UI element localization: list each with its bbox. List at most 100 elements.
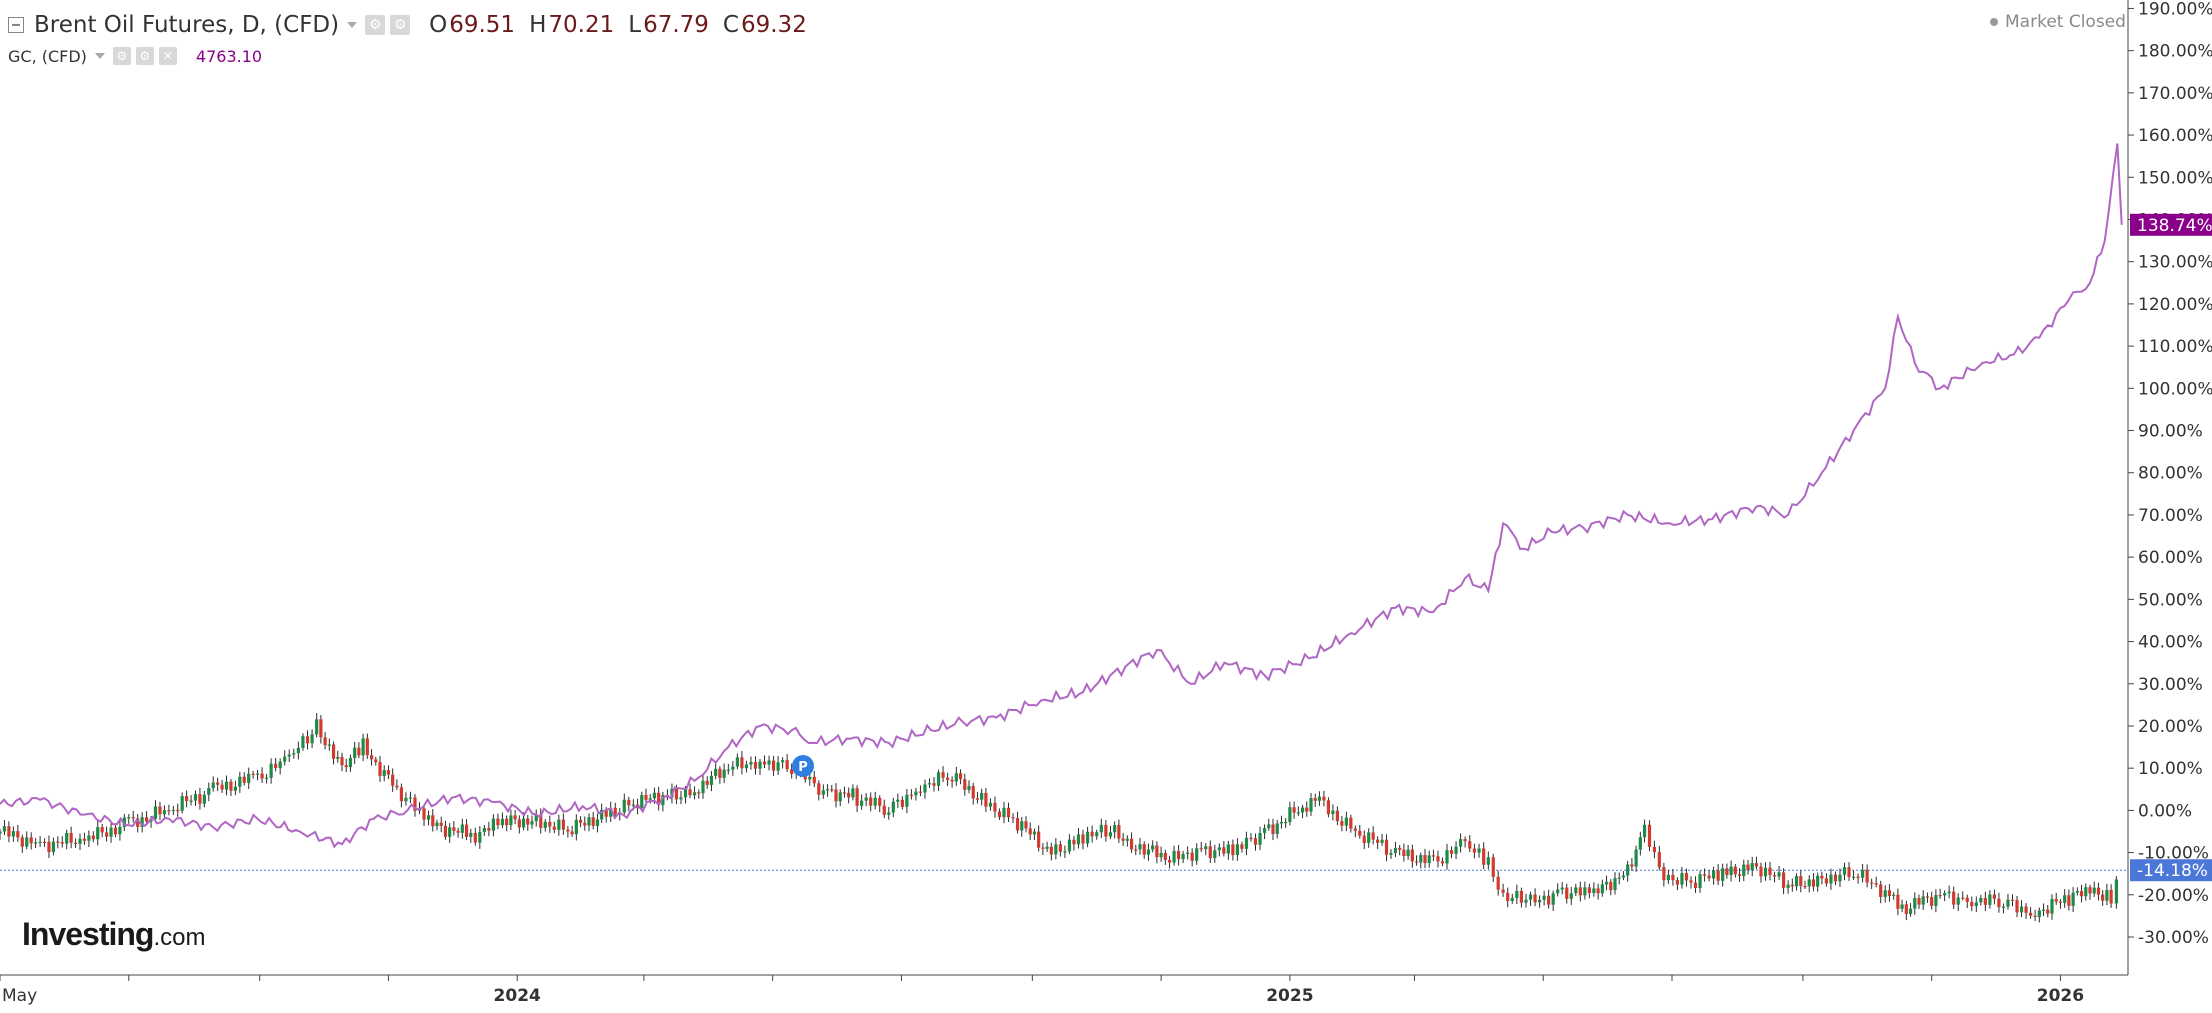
y-tick-label: 70.00% (2138, 506, 2203, 526)
candle-body (627, 799, 631, 806)
x-tick-label: 2025 (1266, 986, 1313, 1006)
candle-body (1054, 844, 1058, 855)
candle-body (1208, 846, 1212, 859)
candle-body (487, 828, 491, 831)
candle-body (1491, 857, 1495, 877)
candle-body (878, 797, 882, 806)
y-tick-label: 190.00% (2138, 0, 2212, 19)
candle-body (984, 792, 988, 807)
oil-last-badge-label: -14.18% (2137, 861, 2208, 881)
candle-body (1006, 807, 1011, 818)
candle-body (361, 738, 365, 756)
candle-body (1729, 866, 1733, 876)
settings-icon[interactable]: ⚙ (135, 47, 154, 65)
candle-body (1024, 821, 1028, 829)
candle-body (1842, 867, 1847, 875)
candle-body (1707, 875, 1711, 879)
candle-body (758, 761, 762, 769)
candle-body (838, 792, 842, 802)
candle-body (2084, 887, 2088, 897)
y-tick-label: -20.00% (2138, 886, 2209, 906)
candle-body (456, 830, 460, 833)
y-tick-label: 20.00% (2138, 717, 2203, 737)
candle-body (945, 777, 950, 780)
candle-body (47, 841, 51, 853)
candle-body (2071, 892, 2075, 906)
candle-body (1090, 831, 1094, 837)
candle-body (229, 781, 233, 791)
candle-body (1604, 881, 1609, 885)
candle-body (220, 784, 224, 790)
chevron-down-icon[interactable] (347, 22, 358, 28)
settings-icon[interactable]: ⚙ (390, 15, 411, 35)
candle-body (408, 797, 413, 799)
candle-body (269, 763, 273, 778)
candle-body (1380, 839, 1384, 843)
candle-body (296, 747, 300, 754)
candle-body (1551, 893, 1555, 905)
open-label: O (429, 12, 448, 38)
candle-body (1811, 879, 1816, 887)
candle-body (1847, 867, 1851, 877)
candle-body (1750, 863, 1754, 871)
candle-body (1344, 817, 1348, 826)
candle-body (1617, 877, 1621, 879)
candle-body (1925, 896, 1930, 898)
candle-body (1560, 887, 1564, 890)
candle-body (762, 761, 767, 765)
market-status-text: Market Closed (2005, 12, 2126, 32)
candle-body (158, 806, 162, 815)
candle-body (688, 789, 692, 796)
candle-body (1340, 821, 1344, 826)
candle-body (2015, 900, 2019, 913)
candle-body (1630, 864, 1634, 867)
candle-body (189, 800, 193, 802)
candle-body (1309, 798, 1313, 812)
candle-body (1231, 844, 1235, 856)
candle-body (1199, 848, 1203, 850)
candle-body (2033, 915, 2037, 918)
candle-body (1244, 837, 1249, 849)
candle-body (167, 810, 171, 812)
candle-body (896, 799, 900, 802)
candle-body (578, 819, 583, 823)
candle-body (1331, 810, 1335, 815)
candle-body (1879, 884, 1883, 897)
candle-body (391, 774, 395, 786)
chevron-down-icon[interactable] (94, 53, 105, 59)
collapse-icon[interactable] (8, 17, 24, 33)
candle-body (1956, 897, 1960, 905)
candle-body (1181, 853, 1185, 860)
candle-body (348, 757, 353, 768)
candle-body (1322, 796, 1326, 801)
candle-body (1271, 824, 1275, 834)
close-icon[interactable]: ✕ (158, 47, 177, 65)
candle-body (1671, 874, 1675, 881)
candle-body (73, 842, 78, 844)
settings-icon[interactable]: ⚙ (365, 15, 386, 35)
candle-body (2010, 899, 2015, 901)
candle-body (1865, 869, 1869, 883)
candle-body (2079, 891, 2084, 897)
candle-body (2105, 889, 2109, 901)
main-series-title[interactable]: Brent Oil Futures, D, (CFD) (34, 12, 340, 38)
event-marker[interactable]: P (792, 755, 814, 777)
candle-body (2006, 899, 2010, 907)
candle-body (153, 806, 158, 819)
candle-body (1159, 852, 1163, 858)
candle-body (1482, 848, 1486, 865)
candle-body (1454, 846, 1458, 854)
candle-body (1204, 846, 1208, 850)
candle-body (180, 796, 184, 811)
compare-series-title[interactable]: GC, (CFD) (8, 46, 87, 66)
candle-body (566, 829, 570, 832)
candle-body (469, 832, 473, 837)
candle-body (785, 760, 789, 770)
candle-body (1279, 822, 1284, 824)
candle-body (319, 719, 323, 738)
candle-body (0, 831, 2, 834)
candle-body (740, 757, 744, 769)
candle-body (1746, 864, 1750, 871)
settings-icon[interactable]: ⚙ (112, 47, 131, 65)
